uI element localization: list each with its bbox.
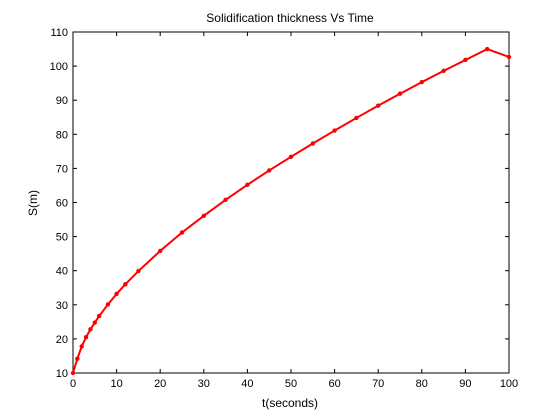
y-tick-label: 30 <box>56 300 68 312</box>
y-tick-label: 90 <box>56 95 68 107</box>
y-axis-title: S(m) <box>26 190 40 216</box>
data-point <box>463 57 468 63</box>
data-point <box>441 68 446 74</box>
x-tick-label: 90 <box>459 378 471 390</box>
x-tick-label: 60 <box>328 378 340 390</box>
y-tick-label: 40 <box>56 266 68 278</box>
series-layer <box>70 46 512 376</box>
data-point <box>397 91 403 96</box>
y-tick-label: 80 <box>56 129 68 141</box>
y-tick-label: 60 <box>56 198 68 210</box>
x-tick-label: 20 <box>154 378 166 390</box>
data-point <box>267 168 272 173</box>
data-point <box>96 313 102 319</box>
y-tick-label: 70 <box>56 163 68 175</box>
data-point <box>506 54 512 60</box>
x-tick-label: 100 <box>500 378 518 390</box>
data-point <box>376 103 381 108</box>
data-point <box>83 334 89 340</box>
data-point <box>136 268 141 274</box>
y-tick-label: 100 <box>50 61 68 73</box>
data-point <box>179 230 185 235</box>
y-axis: 10 20 30 40 50 60 70 80 90 100 110 <box>50 27 509 380</box>
data-point <box>75 356 80 361</box>
x-tick-label: 50 <box>285 378 297 390</box>
data-point <box>158 248 163 254</box>
y-tick-label: 110 <box>50 27 68 39</box>
x-tick-label: 0 <box>70 378 76 390</box>
y-tick-label: 20 <box>56 334 68 346</box>
data-point <box>310 141 315 146</box>
y-tick-label: 10 <box>56 368 68 380</box>
plot-area <box>72 31 510 374</box>
chart-title: Solidification thickness Vs Time <box>206 11 374 25</box>
data-point <box>485 46 490 52</box>
data-point <box>223 197 228 202</box>
data-point <box>288 154 294 160</box>
data-point <box>419 79 424 85</box>
x-tick-label: 30 <box>198 378 210 390</box>
data-point <box>92 320 98 325</box>
data-point <box>354 115 359 121</box>
data-point <box>70 370 76 376</box>
data-point <box>201 213 206 218</box>
data-point <box>79 344 84 349</box>
series-line <box>72 47 510 374</box>
data-point <box>332 128 337 133</box>
data-point <box>105 302 111 307</box>
x-tick-label: 70 <box>372 378 384 390</box>
x-axis: 0 10 20 30 40 50 60 70 80 90 100 <box>70 32 518 390</box>
data-point <box>114 291 119 297</box>
x-axis-title: t(seconds) <box>262 396 318 410</box>
data-point <box>123 282 128 287</box>
x-tick-label: 40 <box>241 378 253 390</box>
y-tick-label: 50 <box>56 232 68 244</box>
data-point <box>245 182 250 187</box>
x-tick-label: 10 <box>110 378 122 390</box>
data-point <box>88 327 93 332</box>
x-tick-label: 80 <box>416 378 428 390</box>
